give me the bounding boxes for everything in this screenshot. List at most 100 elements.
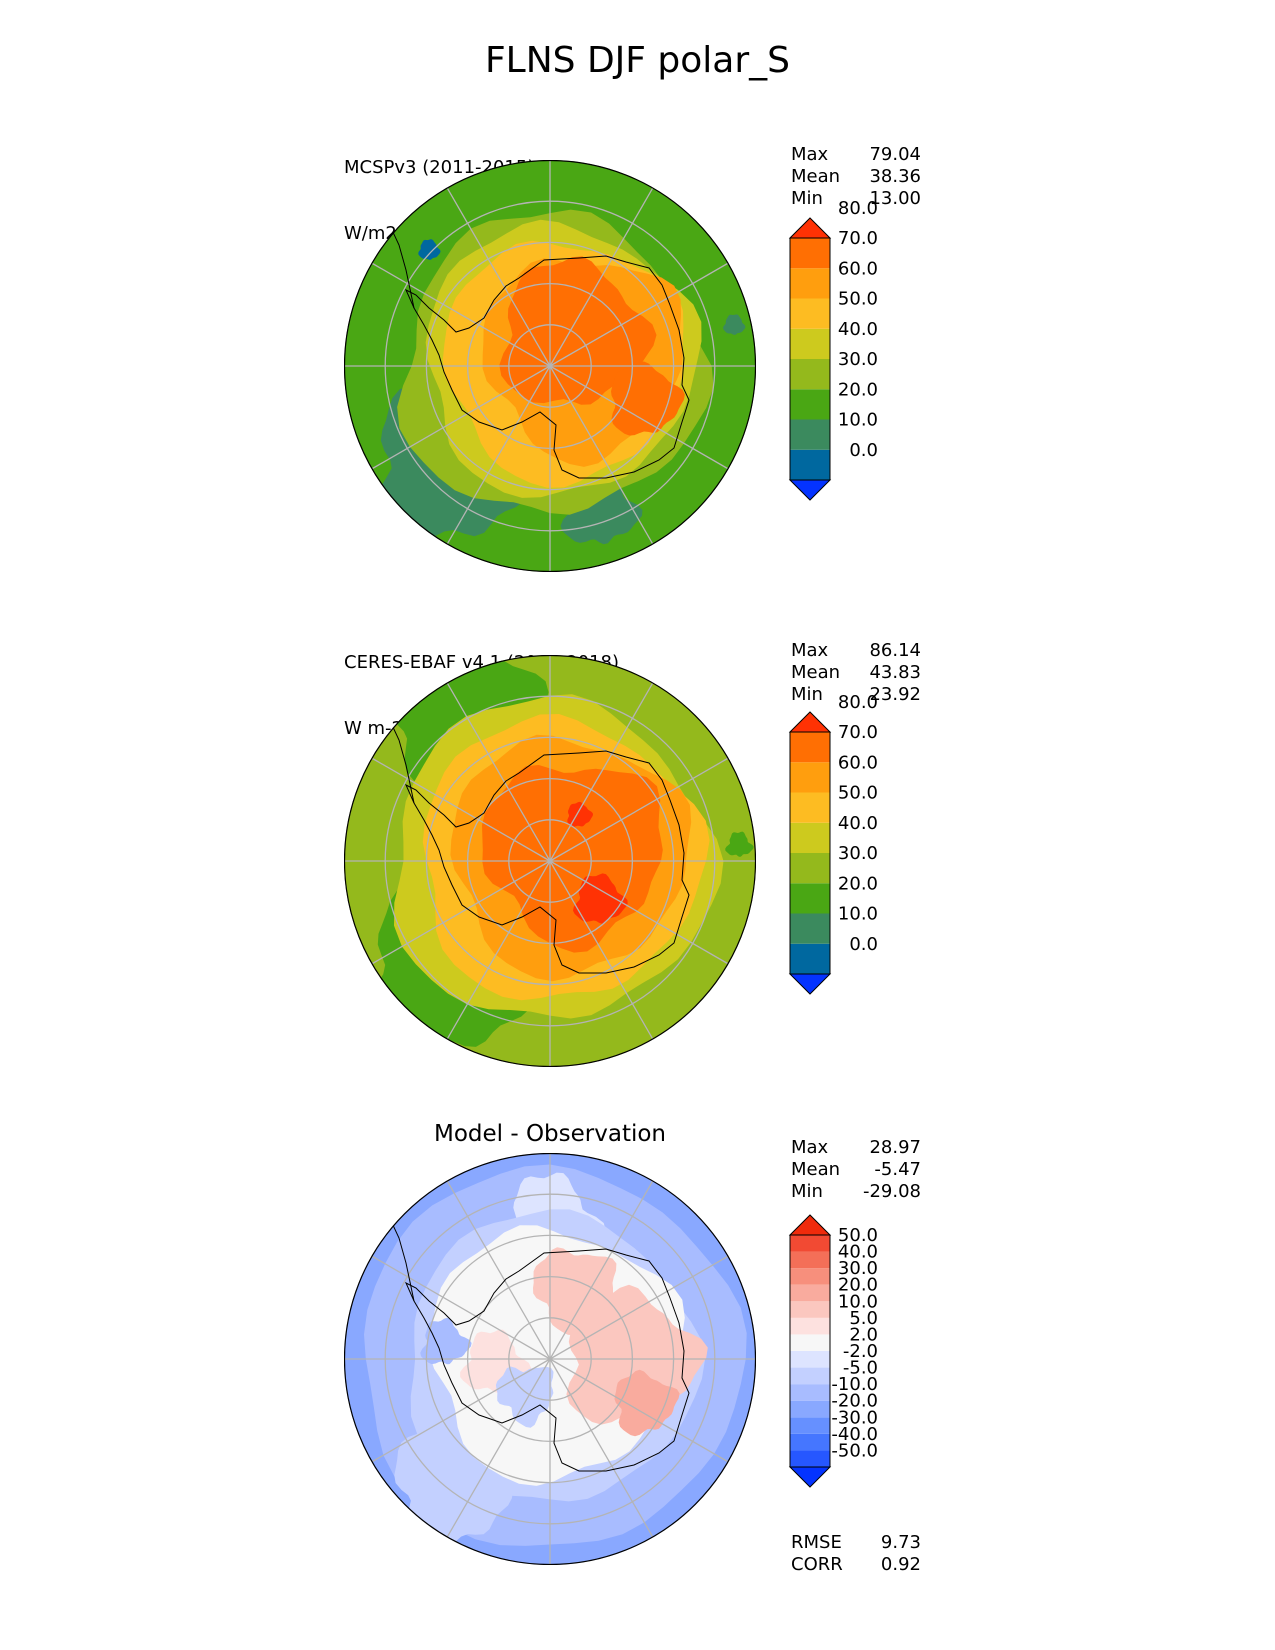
stat-corr: CORR 0.92 [791, 1554, 921, 1575]
colorbar-bin [790, 732, 830, 763]
map-boundary [344, 1153, 756, 1565]
colorbar-tick-label: 30.0 [838, 843, 878, 864]
panel3-footer-stats: RMSE 9.73 CORR 0.92 [791, 1532, 921, 1576]
colorbar-bin [790, 1400, 830, 1418]
colorbar-tick-label: 20.0 [838, 379, 878, 400]
stat-max: Max 79.04 [791, 144, 921, 165]
colorbar-bin [790, 419, 830, 450]
map-boundary [344, 655, 756, 1067]
panel2-colorbar: 0.0 10.0 20.0 30.0 40.0 50.0 60.0 70.0 80.0 [788, 692, 888, 1018]
colorbar-tick-label: 80.0 [838, 198, 878, 219]
longitude-gridline [446, 1358, 551, 1538]
longitude-gridline [549, 262, 729, 367]
colorbar-bin [790, 238, 830, 269]
colorbar-bin [790, 1317, 830, 1335]
colorbar-bin [790, 449, 830, 480]
colorbar-extend-max [788, 1214, 832, 1236]
longitude-gridline [371, 860, 551, 965]
colorbar-bin [790, 1334, 830, 1351]
colorbar-bin [790, 1235, 830, 1252]
panel1-polar-map [344, 160, 756, 572]
map-boundary [344, 160, 756, 572]
stat-max: Max 28.97 [791, 1137, 921, 1158]
colorbar-tick-label: -30.0 [831, 1407, 878, 1428]
longitude-gridline [549, 860, 654, 1040]
antarctica-coastline [404, 255, 690, 479]
colorbar-tick-label: 70.0 [838, 228, 878, 249]
panel2-polar-map [344, 655, 756, 1067]
longitude-gridline [446, 365, 551, 545]
longitude-gridline [446, 682, 551, 862]
longitude-gridline [549, 1180, 654, 1360]
peninsula-coastline [391, 1222, 415, 1302]
map-contour-region [499, 256, 657, 405]
colorbar-tick-label: -2.0 [843, 1341, 878, 1362]
colorbar-tick-label: 50.0 [838, 289, 878, 310]
colorbar-extend-max [788, 711, 832, 733]
longitude-gridline [549, 187, 654, 367]
stat-min: Min -29.08 [791, 1181, 921, 1202]
colorbar-tick-label: 50.0 [838, 1225, 878, 1246]
colorbar-tick-label: 40.0 [838, 1242, 878, 1263]
stat-mean: Mean -5.47 [791, 1159, 921, 1180]
colorbar-tick-label: -5.0 [843, 1358, 878, 1379]
colorbar-tick-label: 70.0 [838, 722, 878, 743]
panel3-colorbar: -50.0 -40.0 -30.0 -20.0 -10.0 -5.0 -2.0 2.0 5.0 1… [788, 1214, 888, 1511]
longitude-gridline [371, 1358, 551, 1463]
colorbar-bin [790, 328, 830, 359]
colorbar-bin [790, 268, 830, 299]
colorbar-bin [790, 298, 830, 329]
colorbar-tick-label: -10.0 [831, 1374, 878, 1395]
colorbar-tick-label: 40.0 [838, 813, 878, 834]
colorbar-tick-label: 40.0 [838, 319, 878, 340]
colorbar-bin [790, 1433, 830, 1451]
colorbar-tick-label: 30.0 [838, 349, 878, 370]
map-contour-region [725, 831, 754, 857]
stat-mean: Mean 38.36 [791, 166, 921, 187]
colorbar-bin [790, 943, 830, 974]
colorbar-bin [790, 1384, 830, 1401]
colorbar-tick-label: -20.0 [831, 1391, 878, 1412]
map-contour-region [420, 1317, 472, 1365]
colorbar-extend-min [788, 1466, 832, 1488]
map-contour-region [418, 239, 441, 260]
colorbar-tick-label: 80.0 [838, 692, 878, 713]
colorbar-bin [790, 1268, 830, 1285]
peninsula-coastline [391, 724, 415, 804]
colorbar-bin [790, 792, 830, 823]
antarctica-coastline [404, 750, 690, 974]
colorbar-bin [790, 1367, 830, 1385]
colorbar-tick-label: 50.0 [838, 783, 878, 804]
longitude-gridline [371, 757, 551, 862]
figure-title: FLNS DJF polar_S [484, 40, 791, 81]
colorbar-tick-label: 60.0 [838, 258, 878, 279]
panel2-stats: Max 86.14 Mean 43.83 Min 23.92 [791, 640, 921, 706]
colorbar-extend-max [788, 217, 832, 239]
colorbar-bin [790, 1251, 830, 1269]
colorbar-extend-min [788, 479, 832, 501]
colorbar-tick-label: 20.0 [838, 1275, 878, 1296]
stat-min: Min 13.00 [791, 188, 921, 209]
colorbar-bin [790, 1351, 830, 1368]
colorbar-bin [790, 1301, 830, 1318]
colorbar-bin [790, 389, 830, 420]
panel1-stats: Max 79.04 Mean 38.36 Min 13.00 [791, 144, 921, 210]
panel3-title: Model - Observation [433, 1121, 667, 1147]
colorbar-bin [790, 913, 830, 944]
colorbar-bin [790, 1417, 830, 1434]
stat-max: Max 86.14 [791, 640, 921, 661]
map-contour-region [533, 1247, 617, 1336]
colorbar-tick-label: 2.0 [849, 1324, 878, 1345]
stat-rmse: RMSE 9.73 [791, 1532, 921, 1553]
colorbar-bin [790, 1284, 830, 1302]
colorbar-bin [790, 762, 830, 793]
panel1-colorbar: 0.0 10.0 20.0 30.0 40.0 50.0 60.0 70.0 80.0 [788, 198, 888, 524]
colorbar-tick-label: 10.0 [838, 1291, 878, 1312]
stat-min: Min 23.92 [791, 684, 921, 705]
map-contour-region [611, 361, 685, 436]
colorbar-tick-label: 0.0 [849, 440, 878, 461]
map-contour-region [573, 873, 628, 924]
panel1-units: W/m2 [344, 223, 397, 244]
colorbar-extend-min [788, 973, 832, 995]
colorbar-tick-label: -40.0 [831, 1424, 878, 1445]
